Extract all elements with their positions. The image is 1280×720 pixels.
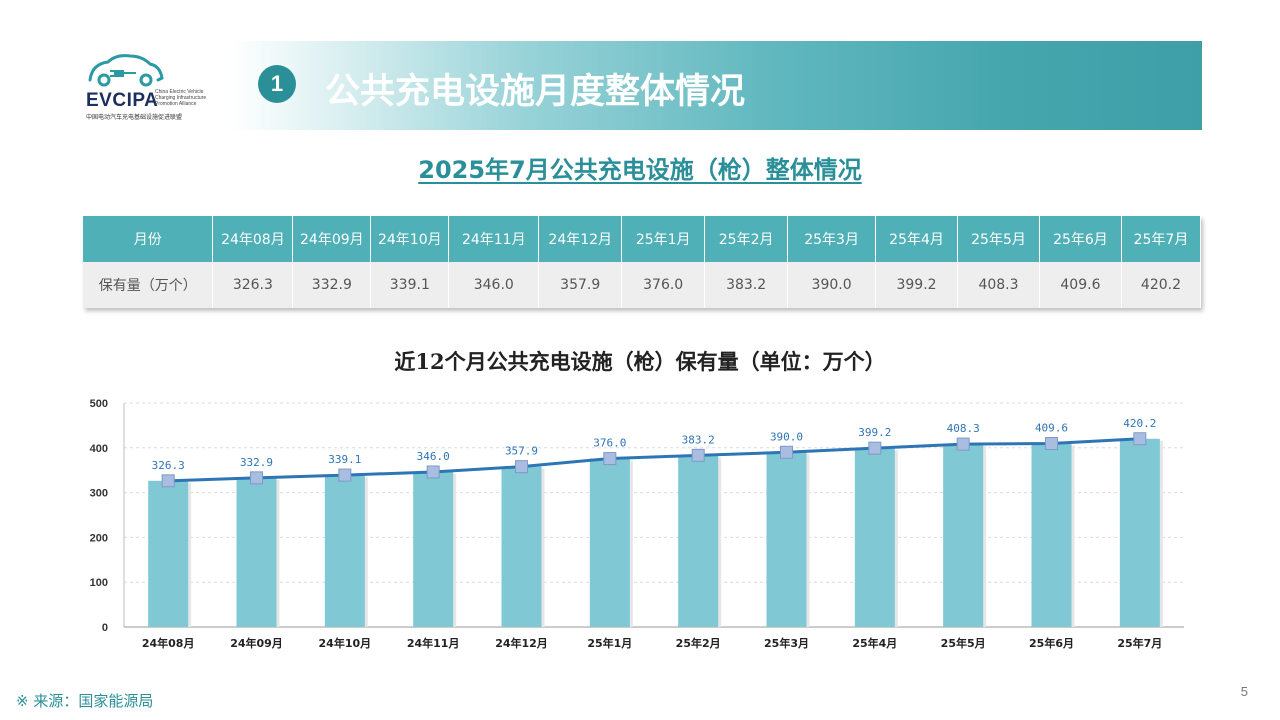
table-month-cell: 24年11月 xyxy=(448,216,540,262)
x-tick-label: 25年4月 xyxy=(852,636,897,650)
y-tick-label: 0 xyxy=(102,622,108,634)
y-tick-label: 400 xyxy=(90,443,108,455)
table-month-cell: 25年3月 xyxy=(787,216,877,262)
table-subtitle-text: 2025年7月公共充电设施（枪）整体情况 xyxy=(418,156,862,184)
data-label: 408.3 xyxy=(947,422,980,435)
table-value-cell: 346.0 xyxy=(448,262,540,308)
table-month-cell: 24年12月 xyxy=(538,216,623,262)
bar xyxy=(766,452,807,627)
bar-line-chart: 0 100 200 300 400 500 24年08月 24年09月 24年10月 24年11月… xyxy=(90,398,1184,650)
evcipa-logo: EVCIPA China Electric Vehicle Charging I… xyxy=(84,50,214,122)
x-tick-label: 25年3月 xyxy=(764,636,809,650)
x-tick-label: 24年11月 xyxy=(407,636,460,650)
bar xyxy=(589,458,630,627)
line-marker xyxy=(956,437,970,451)
table-month-cell: 25年4月 xyxy=(875,216,959,262)
table-month-cell: 25年6月 xyxy=(1039,216,1122,262)
table-value-cell: 409.6 xyxy=(1039,262,1122,308)
logo-chinese-name: 中国电动汽车充电基础设施促进联盟 xyxy=(86,114,183,121)
bar xyxy=(413,471,454,627)
line-marker xyxy=(1045,436,1058,450)
series-line xyxy=(168,437,1140,483)
line-marker xyxy=(426,465,440,479)
table-month-cell: 25年1月 xyxy=(621,216,706,262)
y-tick-label: 500 xyxy=(90,398,108,410)
table-value-cell: 339.1 xyxy=(370,262,450,308)
x-tick-label: 25年6月 xyxy=(1029,636,1074,650)
data-label: 332.9 xyxy=(240,456,273,469)
y-tick-label: 300 xyxy=(90,488,108,500)
x-tick-label: 24年09月 xyxy=(230,636,283,650)
table-month-cell: 25年2月 xyxy=(704,216,789,262)
bar xyxy=(1031,443,1072,627)
x-tick-label: 24年10月 xyxy=(319,636,372,650)
x-tick-label: 25年1月 xyxy=(587,636,632,650)
table-value-cell: 399.2 xyxy=(875,262,959,308)
x-tick-label: 25年5月 xyxy=(941,636,986,650)
table-month-cell: 24年09月 xyxy=(292,216,372,262)
section-banner: 1 公共充电设施月度整体情况 xyxy=(232,41,1202,130)
line-marker xyxy=(691,448,705,462)
data-label: 420.2 xyxy=(1123,417,1156,430)
line-marker xyxy=(338,468,352,482)
y-tick-label: 100 xyxy=(90,577,108,589)
data-label: 390.0 xyxy=(770,430,803,443)
page-number: 5 xyxy=(1240,684,1248,699)
y-tick-label: 200 xyxy=(90,532,108,544)
line-marker xyxy=(868,441,882,455)
section-title: 公共充电设施月度整体情况 xyxy=(325,72,746,112)
monthly-data-table: 月份 24年08月 24年09月 24年10月 24年11月 24年12月 25… xyxy=(83,216,1202,308)
line-marker xyxy=(1133,432,1147,446)
line-marker xyxy=(515,460,528,474)
x-tick-label: 25年7月 xyxy=(1117,636,1162,650)
data-label: 346.0 xyxy=(417,450,450,463)
table-header-label: 月份 xyxy=(83,216,214,262)
bar xyxy=(324,475,365,627)
line-marker xyxy=(603,452,617,466)
line-marker xyxy=(250,471,263,485)
table-value-cell: 420.2 xyxy=(1121,262,1202,308)
bar xyxy=(854,448,895,627)
car-plug-icon xyxy=(88,54,164,87)
source-note: ※ 来源：国家能源局 xyxy=(16,692,154,710)
bar xyxy=(678,455,719,627)
table-value-cell: 357.9 xyxy=(538,262,623,308)
table-month-cell: 24年10月 xyxy=(370,216,450,262)
section-number-badge: 1 xyxy=(258,65,296,103)
data-label: 409.6 xyxy=(1035,421,1068,434)
table-value-cell: 383.2 xyxy=(704,262,789,308)
bar xyxy=(501,466,542,627)
bar xyxy=(148,480,189,627)
data-label: 376.0 xyxy=(593,437,626,450)
data-label: 357.9 xyxy=(505,445,538,458)
data-label: 326.3 xyxy=(152,459,185,472)
table-month-cell: 25年5月 xyxy=(957,216,1040,262)
logo-wordmark: EVCIPA xyxy=(86,90,159,111)
line-marker xyxy=(161,474,175,488)
data-label: 383.2 xyxy=(682,433,715,446)
table-value-cell: 390.0 xyxy=(787,262,877,308)
table-month-cell: 25年7月 xyxy=(1121,216,1202,262)
chart-title: 近12个月公共充电设施（枪）保有量（单位：万个） xyxy=(394,349,886,374)
table-value-row: 保有量（万个） 326.3 332.9 339.1 346.0 357.9 37… xyxy=(83,262,1202,308)
logo-english-name: China Electric Vehicle Charging Infrastr… xyxy=(155,89,207,107)
bar xyxy=(943,444,984,627)
table-month-cell: 24年08月 xyxy=(212,216,294,262)
table-row-label: 保有量（万个） xyxy=(83,262,214,308)
bar xyxy=(236,477,277,627)
line-marker xyxy=(780,445,793,459)
data-label: 339.1 xyxy=(328,453,361,466)
table-value-cell: 408.3 xyxy=(957,262,1040,308)
table-value-cell: 332.9 xyxy=(292,262,372,308)
bar xyxy=(1119,438,1160,627)
table-value-cell: 376.0 xyxy=(621,262,706,308)
data-label: 399.2 xyxy=(858,426,891,439)
table-subtitle: 2025年7月公共充电设施（枪）整体情况 xyxy=(0,150,1280,185)
table-header-row: 月份 24年08月 24年09月 24年10月 24年11月 24年12月 25… xyxy=(83,216,1202,262)
x-tick-label: 24年08月 xyxy=(142,636,195,650)
x-tick-label: 24年12月 xyxy=(495,636,548,650)
x-tick-label: 25年2月 xyxy=(676,636,721,650)
table-value-cell: 326.3 xyxy=(212,262,294,308)
